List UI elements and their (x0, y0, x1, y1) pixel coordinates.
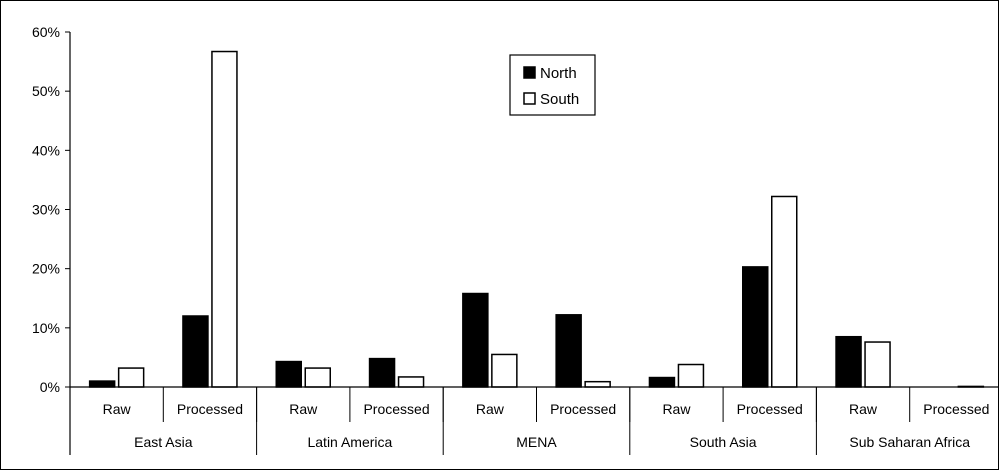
y-axis: 0% 10% 20% 30% 40% 50% 60% (32, 24, 71, 455)
bar-north-4 (368, 357, 396, 388)
bar-south-9 (864, 341, 891, 388)
category-label: Raw (476, 401, 505, 417)
category-label: Processed (550, 401, 616, 417)
category-label: Raw (662, 401, 691, 417)
category-label: Raw (849, 401, 878, 417)
bar-south-3 (304, 367, 331, 388)
y-tick-label: 40% (32, 142, 60, 158)
bar-south-2 (211, 50, 238, 388)
legend: North South (509, 54, 596, 116)
legend-swatch-south (523, 92, 536, 105)
bar-north-7 (648, 376, 676, 388)
category-label: Processed (177, 401, 243, 417)
bar-north-8 (742, 266, 769, 388)
legend-swatch-north (523, 66, 536, 79)
bar-north-9 (835, 335, 862, 388)
bars (88, 50, 985, 388)
bar-south-1 (117, 367, 145, 388)
category-label: Processed (737, 401, 803, 417)
x-axis: Raw Processed Raw Processed Raw Processed Raw P… (70, 386, 999, 455)
bar-north-1 (88, 380, 116, 388)
bar-north-3 (275, 360, 302, 388)
bar-north-5 (462, 292, 489, 388)
bar-south-8 (771, 195, 798, 388)
group-label: South Asia (690, 434, 757, 450)
bar-north-2 (182, 315, 209, 388)
y-tick-label: 30% (32, 202, 60, 218)
bar-south-4 (397, 376, 425, 388)
y-tick-label: 0% (40, 379, 60, 395)
category-label: Raw (289, 401, 318, 417)
bar-south-7 (677, 363, 705, 388)
group-label: Sub Saharan Africa (849, 434, 970, 450)
y-tick-label: 50% (32, 83, 60, 99)
y-tick-label: 60% (32, 24, 60, 40)
group-label: Latin America (307, 434, 392, 450)
group-label: East Asia (134, 434, 193, 450)
group-label: MENA (516, 434, 557, 450)
category-label: Processed (363, 401, 429, 417)
category-label: Raw (103, 401, 132, 417)
category-label: Processed (923, 401, 989, 417)
y-tick-label: 20% (32, 261, 60, 277)
legend-box (509, 54, 596, 116)
bar-north-6 (555, 314, 582, 388)
bar-south-6 (584, 380, 611, 388)
legend-label-south: South (540, 91, 579, 108)
y-tick-label: 10% (32, 320, 60, 336)
bar-south-5 (491, 353, 518, 388)
legend-label-north: North (540, 65, 577, 82)
